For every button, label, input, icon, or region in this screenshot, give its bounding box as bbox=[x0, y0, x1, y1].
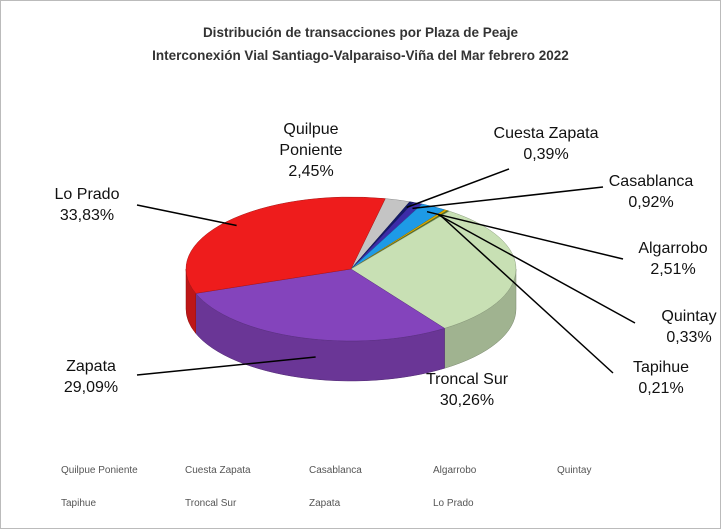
legend-label: Algarrobo bbox=[433, 465, 477, 476]
label-name: Zapata bbox=[66, 358, 116, 375]
leader-line bbox=[412, 186, 604, 210]
data-label: Algarrobo 2,51% bbox=[613, 238, 720, 280]
label-name: Algarrobo bbox=[638, 240, 708, 257]
leader-line bbox=[440, 214, 614, 374]
legend-label: Lo Prado bbox=[433, 498, 474, 509]
label-value: 0,92% bbox=[628, 194, 674, 211]
legend-label: Troncal Sur bbox=[185, 498, 237, 509]
leader-line bbox=[426, 210, 624, 260]
label-value: 2,51% bbox=[650, 261, 696, 278]
label-name: Lo Prado bbox=[54, 186, 120, 203]
legend-item: Algarrobo bbox=[433, 465, 476, 476]
pie-slice bbox=[185, 196, 386, 294]
legend-item: Tapihue bbox=[61, 498, 96, 509]
legend-item: Casablanca bbox=[309, 465, 362, 476]
label-name: Casablanca bbox=[608, 173, 694, 190]
leader-line bbox=[438, 214, 636, 324]
label-name: Tapihue bbox=[632, 359, 690, 376]
legend-item: Troncal Sur bbox=[185, 498, 236, 509]
label-value: 30,26% bbox=[439, 392, 495, 409]
leader-line bbox=[406, 168, 510, 209]
label-value: 29,09% bbox=[63, 379, 119, 396]
label-value: 0,33% bbox=[666, 329, 712, 346]
label-value: 2,45% bbox=[288, 163, 334, 180]
label-value: 0,21% bbox=[638, 380, 684, 397]
label-value: 33,83% bbox=[59, 207, 115, 224]
legend-item: Zapata bbox=[309, 498, 340, 509]
label-value: 0,39% bbox=[523, 146, 569, 163]
leader-line bbox=[136, 356, 316, 376]
label-name: Quintay bbox=[661, 308, 717, 325]
label-name: Cuesta Zapata bbox=[493, 125, 599, 142]
pie-slice bbox=[195, 268, 446, 342]
chart-subtitle: Interconexión Vial Santiago-Valparaiso-V… bbox=[152, 48, 569, 63]
data-label: Casablanca 0,92% bbox=[591, 171, 711, 213]
legend-label: Casablanca bbox=[309, 465, 362, 476]
legend-label: Tapihue bbox=[61, 498, 97, 509]
data-label: Quintay 0,33% bbox=[639, 306, 720, 348]
pie-slice bbox=[350, 210, 517, 329]
label-name: Troncal Sur bbox=[425, 371, 509, 388]
leader-line bbox=[136, 204, 237, 227]
data-label: Lo Prado 33,83% bbox=[32, 184, 142, 226]
data-label: Cuesta Zapata 0,39% bbox=[466, 123, 626, 165]
legend-item: Quilpue Poniente bbox=[61, 465, 138, 476]
legend-label: Quilpue Poniente bbox=[61, 465, 138, 476]
legend-item: Lo Prado bbox=[433, 498, 474, 509]
data-label: Troncal Sur 30,26% bbox=[407, 369, 527, 411]
legend-item: Cuesta Zapata bbox=[185, 465, 251, 476]
label-name: Quilpue Poniente bbox=[279, 121, 343, 159]
legend-label: Zapata bbox=[309, 498, 341, 509]
chart-title: Distribución de transacciones por Plaza … bbox=[202, 25, 519, 40]
data-label: Zapata 29,09% bbox=[36, 356, 146, 398]
data-label: Quilpue Poniente 2,45% bbox=[266, 119, 356, 182]
legend-label: Quintay bbox=[557, 465, 592, 476]
legend-item: Quintay bbox=[557, 465, 591, 476]
data-label: Tapihue 0,21% bbox=[611, 357, 711, 399]
legend-label: Cuesta Zapata bbox=[185, 465, 251, 476]
